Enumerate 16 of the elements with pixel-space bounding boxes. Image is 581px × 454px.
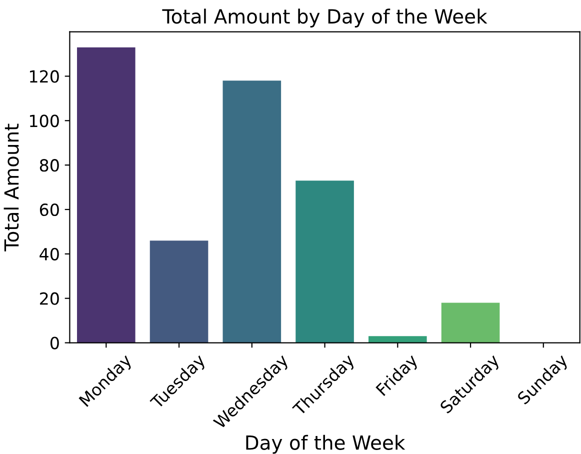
y-tick-label: 40: [40, 248, 59, 260]
y-axis-title: Total Amount: [4, 124, 19, 252]
y-tick-label: 120: [30, 70, 59, 83]
chart-title: Total Amount by Day of the Week: [162, 8, 488, 28]
y-tick-label: 80: [40, 159, 59, 172]
bar: [296, 180, 354, 343]
bar: [441, 302, 500, 343]
bar: [222, 80, 282, 343]
bar: [150, 240, 208, 343]
bar: [77, 47, 136, 343]
y-tick-label: 0: [50, 336, 59, 350]
y-tick-label: 100: [30, 114, 59, 128]
y-tick-label: 20: [40, 292, 59, 305]
x-axis-title: Day of the Week: [246, 434, 406, 454]
y-tick-label: 60: [40, 203, 59, 216]
bar: [368, 336, 427, 343]
